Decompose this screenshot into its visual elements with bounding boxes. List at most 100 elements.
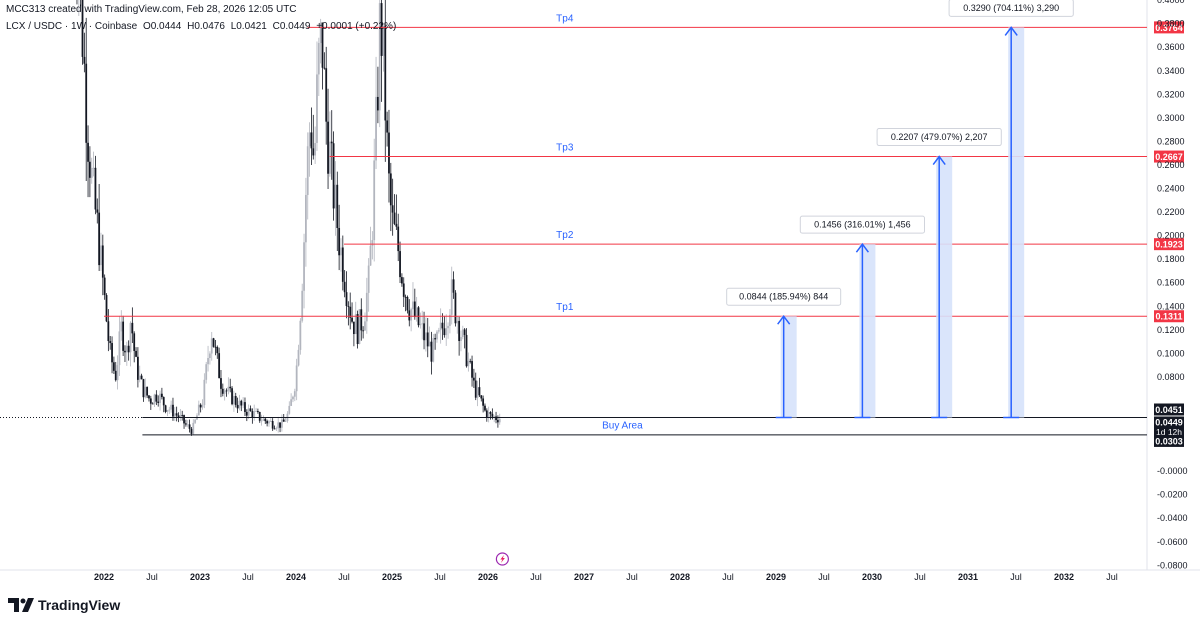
candle-body xyxy=(258,412,261,421)
open-value: O0.0444 xyxy=(142,21,182,32)
candle-body xyxy=(101,245,104,278)
candle-body xyxy=(295,365,298,392)
candle-body xyxy=(471,361,473,378)
candle-body xyxy=(268,421,270,424)
y-tick-label: 0.2600 xyxy=(1157,160,1185,170)
candle-body xyxy=(399,251,401,278)
candle-body xyxy=(467,360,470,367)
measurements-layer: 0.0844 (185.94%) 844 0.1456 (316.01%) 1,4… xyxy=(726,0,1074,419)
candle-body xyxy=(312,148,315,156)
candle-body xyxy=(90,167,93,178)
target-price-tag xyxy=(1154,150,1184,163)
candle-body xyxy=(260,420,263,422)
candle-body xyxy=(367,265,370,293)
candle-body xyxy=(94,167,97,210)
candle-body xyxy=(495,416,497,421)
candle-body xyxy=(364,321,366,331)
y-tick-label: 0.2200 xyxy=(1157,207,1185,217)
candle-body xyxy=(207,357,209,365)
x-tick-label: 2030 xyxy=(862,572,882,582)
candle-body xyxy=(249,408,252,412)
candle-body xyxy=(356,314,359,345)
candles-layer xyxy=(76,0,501,436)
candle-body xyxy=(428,341,431,347)
candle-body xyxy=(340,247,342,256)
candle-body xyxy=(432,338,435,362)
target-price-tag xyxy=(1154,310,1184,323)
price-axis-background xyxy=(1147,0,1200,570)
measure-label: 0.1456 (316.01%) 1,456 xyxy=(814,220,911,230)
x-tick-label: Jul xyxy=(338,572,350,582)
candle-body xyxy=(284,421,287,422)
candle-body xyxy=(173,413,176,417)
candle-body xyxy=(365,292,368,322)
x-tick-label: 2029 xyxy=(766,572,786,582)
candle-body xyxy=(343,281,346,293)
x-tick-label: Jul xyxy=(1106,572,1118,582)
candle-body xyxy=(360,309,363,331)
candle-body xyxy=(482,398,485,406)
y-tick-label: -0.0000 xyxy=(1157,466,1188,476)
symbol-legend[interactable]: LCX / USDC · 1W · Coinbase O0.0444 H0.04… xyxy=(6,21,399,32)
x-tick-label: Jul xyxy=(434,572,446,582)
candle-body xyxy=(223,390,226,394)
tradingview-brand[interactable]: TradingView xyxy=(8,597,120,613)
candle-body xyxy=(314,142,317,156)
y-tick-label: 0.1400 xyxy=(1157,301,1185,311)
candle-body xyxy=(227,386,230,391)
x-tick-label: 2022 xyxy=(94,572,114,582)
y-axis[interactable]: 0.46000.44000.42000.40000.38000.36000.34… xyxy=(1157,0,1188,570)
candle-body xyxy=(140,375,143,380)
candle-body xyxy=(190,428,193,434)
candle-body xyxy=(445,328,448,336)
x-tick-label: Jul xyxy=(914,572,926,582)
candle-body xyxy=(334,184,337,209)
candle-body xyxy=(496,420,499,423)
candle-body xyxy=(279,422,281,428)
candle-body xyxy=(412,301,414,310)
candle-body xyxy=(277,422,280,429)
candle-body xyxy=(439,322,442,331)
candle-body xyxy=(184,423,187,425)
candle-body xyxy=(220,378,222,389)
candle-body xyxy=(347,305,350,307)
target-level-label: Tp1 xyxy=(556,302,574,313)
x-axis[interactable]: 2022 Jul 2023 Jul 2024 Jul 2025 Jul 2026 Jul 2027 J… xyxy=(94,572,1118,582)
events-layer[interactable] xyxy=(495,552,509,566)
candle-body xyxy=(487,412,490,418)
candle-body xyxy=(434,338,437,340)
target-price-tag xyxy=(1154,238,1184,251)
y-tick-label: 0.1600 xyxy=(1157,278,1185,288)
x-tick-label: 2027 xyxy=(574,572,594,582)
measure-label: 0.2207 (479.07%) 2,207 xyxy=(891,132,988,142)
candle-body xyxy=(299,320,302,350)
y-tick-label: 0.2400 xyxy=(1157,184,1185,194)
x-tick-label: 2028 xyxy=(670,572,690,582)
candle-body xyxy=(436,331,438,340)
candle-body xyxy=(159,393,161,403)
candle-body xyxy=(275,428,278,429)
candle-body xyxy=(292,396,294,400)
candle-body xyxy=(349,306,352,318)
buy-area-bottom-tag xyxy=(1154,434,1184,447)
candle-body xyxy=(170,404,173,410)
target-level-label: Tp2 xyxy=(556,230,574,241)
candle-body xyxy=(175,413,178,416)
candle-body xyxy=(251,411,254,418)
x-tick-label: 2024 xyxy=(286,572,306,582)
x-tick-label: Jul xyxy=(626,572,638,582)
x-tick-label: 2025 xyxy=(382,572,402,582)
candle-body xyxy=(144,386,147,398)
candle-body xyxy=(469,360,472,362)
candle-body xyxy=(197,404,200,416)
current-price-tag xyxy=(1154,416,1184,438)
candle-body xyxy=(216,346,219,354)
candle-body xyxy=(288,405,291,414)
candle-body xyxy=(205,364,208,380)
candle-body xyxy=(319,22,322,44)
candle-body xyxy=(269,421,272,422)
current-price-label: 0.0449 xyxy=(1155,417,1183,427)
candle-body xyxy=(345,292,348,306)
target-level-label: Tp3 xyxy=(556,143,574,154)
